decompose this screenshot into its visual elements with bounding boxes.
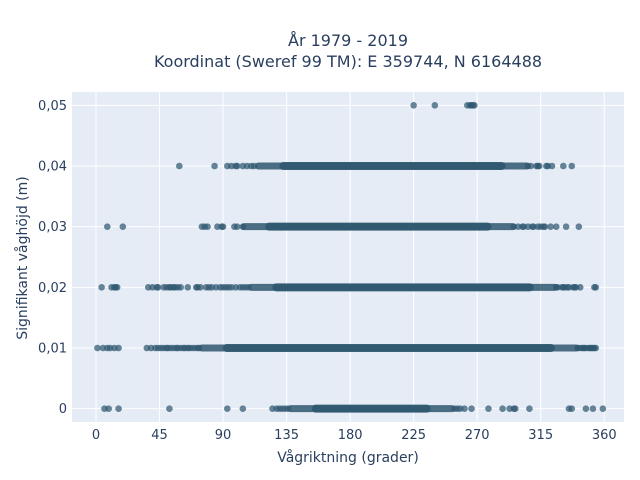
- data-point: [592, 284, 600, 291]
- y-tick-label: 0,05: [38, 99, 67, 114]
- y-tick-label: 0,04: [38, 160, 67, 175]
- data-point: [115, 344, 122, 352]
- data-point: [568, 405, 576, 412]
- data-point: [526, 405, 533, 412]
- data-point: [184, 284, 192, 291]
- x-tick-label: 45: [151, 428, 168, 443]
- chart-title-line-1: År 1979 - 2019: [288, 31, 408, 50]
- data-point: [499, 405, 506, 412]
- x-axis-ticks: 0 45 90 135 180 225 270 315 360: [92, 428, 617, 443]
- data-point: [461, 405, 468, 412]
- data-point: [431, 102, 439, 109]
- data-point: [245, 284, 252, 291]
- y-tick-label: 0,01: [38, 341, 67, 356]
- data-point: [576, 284, 584, 291]
- data-point: [582, 405, 590, 412]
- data-point: [115, 405, 122, 412]
- data-point: [589, 405, 597, 412]
- chart-title: År 1979 - 2019 Koordinat (Sweref 99 TM):…: [154, 31, 542, 71]
- y-tick-label: 0: [59, 402, 67, 417]
- data-point: [219, 223, 227, 230]
- data-point: [233, 162, 241, 170]
- x-tick-label: 0: [92, 428, 100, 443]
- x-tick-label: 225: [401, 428, 426, 443]
- data-point: [559, 162, 567, 170]
- x-tick-label: 135: [274, 428, 299, 443]
- data-point: [166, 405, 173, 412]
- data-point: [485, 405, 492, 412]
- data-point: [599, 405, 607, 412]
- data-point: [468, 405, 475, 412]
- x-tick-label: 315: [528, 428, 553, 443]
- data-point: [175, 162, 183, 170]
- data-point: [541, 223, 549, 230]
- data-point: [552, 223, 560, 230]
- data-point: [250, 162, 258, 170]
- plot-area: [72, 92, 624, 422]
- data-point: [471, 102, 478, 109]
- data-point: [204, 223, 211, 230]
- data-point: [119, 223, 127, 230]
- y-axis-title: Signifikant våghöjd (m): [14, 176, 31, 339]
- data-point: [548, 162, 556, 170]
- data-point: [233, 223, 241, 230]
- data-point: [211, 162, 218, 170]
- y-tick-label: 0,03: [38, 220, 67, 235]
- data-point: [575, 223, 583, 230]
- data-point: [568, 162, 576, 170]
- data-point: [197, 284, 204, 291]
- data-point: [562, 223, 570, 230]
- x-tick-label: 360: [592, 428, 617, 443]
- data-point: [223, 405, 231, 412]
- chart-title-line-2: Koordinat (Sweref 99 TM): E 359744, N 61…: [154, 52, 542, 71]
- data-point: [535, 162, 543, 170]
- data-point: [113, 284, 121, 291]
- data-point: [511, 405, 519, 412]
- data-point: [98, 284, 105, 291]
- data-point: [410, 102, 417, 109]
- x-axis-title: Vågriktning (grader): [277, 449, 419, 466]
- data-point: [527, 162, 535, 170]
- y-tick-label: 0,02: [38, 281, 67, 296]
- data-point: [94, 344, 101, 352]
- data-point: [239, 405, 247, 412]
- x-tick-label: 270: [465, 428, 490, 443]
- x-tick-label: 180: [338, 428, 363, 443]
- data-point: [105, 405, 113, 412]
- y-axis-ticks: 0 0,01 0,02 0,03 0,04 0,05: [38, 99, 67, 417]
- data-point: [547, 223, 554, 230]
- data-point: [177, 284, 185, 291]
- data-point: [195, 344, 203, 352]
- data-point: [592, 344, 600, 352]
- x-tick-label: 90: [215, 428, 232, 443]
- data-point: [103, 223, 111, 230]
- data-point: [154, 284, 162, 291]
- data-point: [239, 223, 247, 230]
- data-points: [94, 102, 607, 413]
- data-point: [284, 405, 292, 412]
